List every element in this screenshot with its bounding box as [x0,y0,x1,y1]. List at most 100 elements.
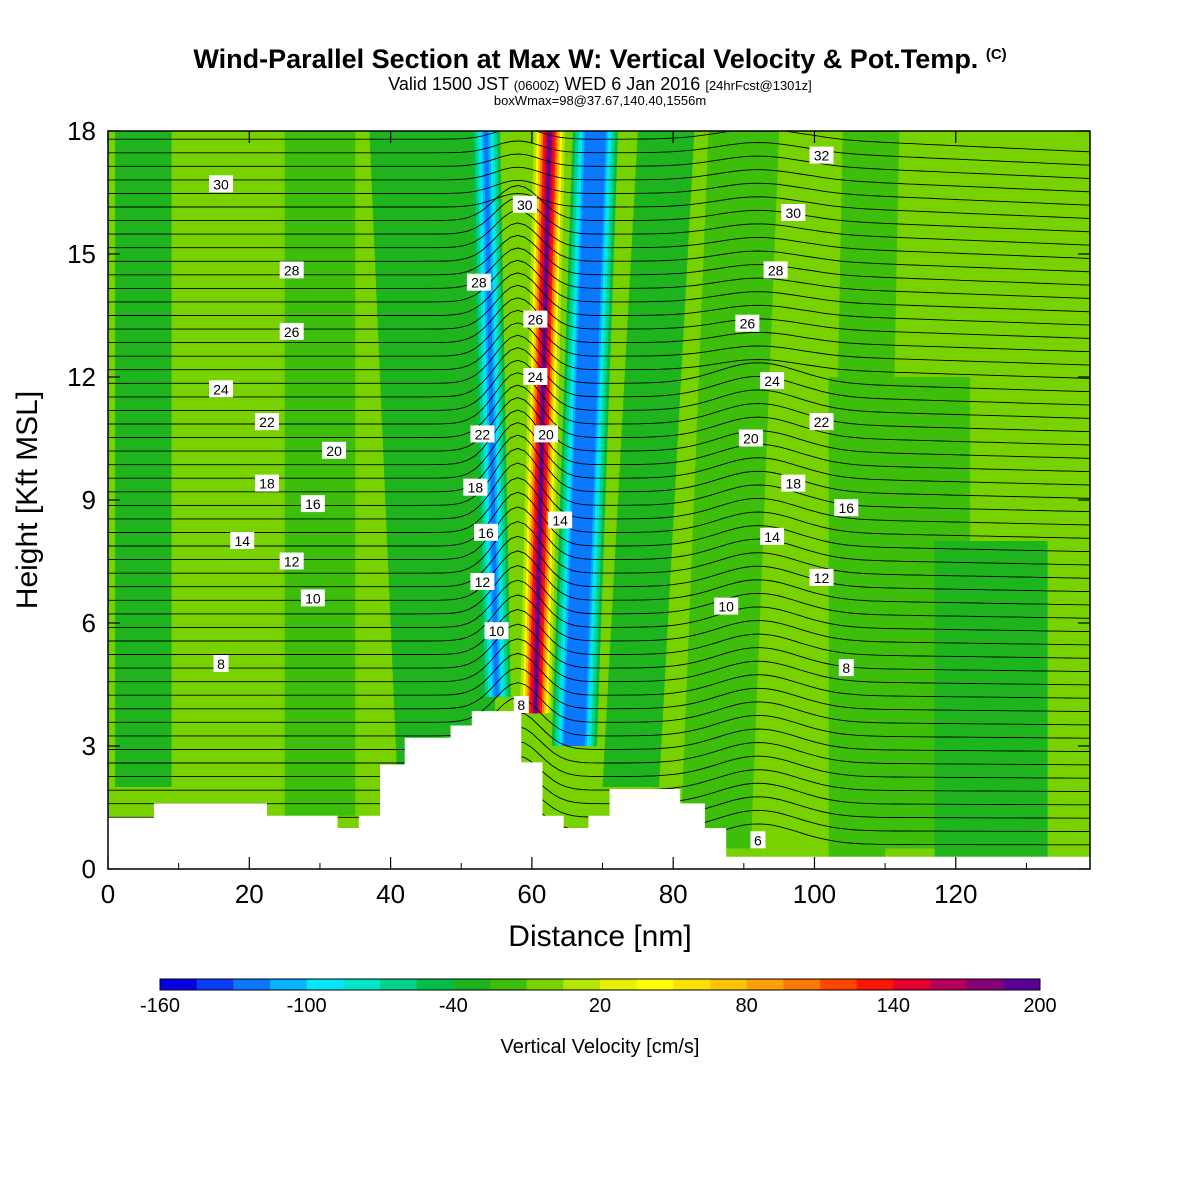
contour-label-box [513,696,529,713]
theta-contour-line [108,594,1090,646]
colorbar-swatch [233,979,271,990]
contour-label-box [838,659,854,677]
contour-label-box [209,380,234,398]
contour-label: 8 [213,655,229,672]
terrain-mask [108,711,1090,869]
contour-label: 30 [512,195,537,213]
valid-day: WED 6 Jan 2016 [564,74,701,94]
theta-contours [108,131,1090,846]
contour-label-box [760,372,785,390]
y-tick-label: 12 [67,362,96,392]
theta-contour-line [108,309,1090,366]
velocity-band-2-5 [563,131,607,746]
contour-label-box [735,314,760,332]
contour-label-box [750,831,766,849]
contour-label-box [809,146,834,164]
contour-label: 22 [809,413,834,431]
contour-label: 20 [738,429,763,447]
contour-label: 8 [838,659,854,677]
x-tick-label: 0 [101,879,115,909]
contour-label-box [470,573,495,590]
theta-contour-line [108,397,1090,459]
theta-contour-line [108,166,1090,193]
contour-label-text: 10 [489,623,505,639]
contour-label: 28 [279,261,304,279]
contour-label-box [484,622,509,640]
velocity-band-green-7 [934,541,1048,857]
contour-label: 16 [473,523,498,541]
valid-time: Valid 1500 JST (0600Z) WED 6 Jan 2016 [2… [0,74,1200,95]
contour-label-box [523,368,548,385]
colorbar-swatch [380,979,418,990]
contour-label-text: 26 [528,312,544,328]
contour-label: 14 [548,511,573,529]
contour-label-box [209,175,234,193]
theta-contour-line [108,477,1090,539]
contour-label-box [760,527,785,545]
contour-label-box [809,413,834,431]
contour-label-text: 20 [326,443,342,459]
contour-label-box [512,195,537,213]
contour-label-text: 32 [814,148,830,164]
theta-contour-line [108,347,1090,406]
contour-label: 14 [760,527,785,545]
x-tick-label: 100 [793,879,836,909]
valid-forecast: [24hrFcst@1301z] [705,78,812,93]
contour-label-box [738,429,763,447]
contour-label: 30 [209,175,234,193]
contour-label-box [523,310,548,328]
theta-contour-line [108,462,1090,526]
colorbar-swatch [966,979,1004,990]
contour-label: 20 [534,425,559,443]
contour-label: 22 [470,425,495,443]
chart-title: Wind-Parallel Section at Max W: Vertical… [0,44,1200,75]
contour-label-box [322,441,347,459]
contour-label-box [834,499,859,517]
contour-label-box [300,495,325,513]
contour-label-text: 8 [842,660,850,676]
contour-label: 24 [523,368,548,385]
colorbar-tick-label: 80 [736,995,758,1017]
theta-contour-line [108,521,1090,579]
theta-contour-line [108,197,1090,246]
contour-label: 24 [209,380,234,398]
valid-utc: (0600Z) [513,78,560,93]
y-tick-label: 6 [82,608,96,638]
contour-label-text: 18 [468,480,484,496]
contour-label: 32 [809,146,834,164]
colorbar-swatch [160,979,198,990]
contour-label: 26 [523,310,548,328]
contour-label-text: 28 [471,275,487,291]
theta-contour-line [108,284,1090,339]
contour-label-text: 24 [213,381,229,397]
box-wmax-info: boxWmax=98@37.67,140.40,1556m [493,93,707,108]
contour-label: 16 [300,495,325,513]
theta-contour-line [108,210,1090,259]
colorbar-tick-label: 20 [589,995,611,1017]
contour-label: 28 [763,261,788,279]
contour-label: 10 [300,589,325,607]
contour-label: 10 [484,622,509,640]
contour-label-box [534,425,559,443]
colorbar-tick-label: 140 [877,995,910,1017]
contour-label-box [714,597,739,615]
contour-label-text: 14 [764,529,780,545]
colorbar-frame [159,978,1041,991]
colorbar-swatch [783,979,821,990]
colorbar-tick-label: -160 [140,995,180,1017]
contour-label-box [300,589,325,607]
theta-contour-line [108,259,1090,313]
contour-label-text: 20 [743,431,759,447]
x-tick-label: 60 [517,879,546,909]
theta-contour-line [108,359,1090,419]
x-tick-label: 40 [376,879,405,909]
contour-label-text: 22 [814,414,830,430]
contour-label-text: 12 [814,570,830,586]
contour-label-text: 26 [740,316,756,332]
contour-label-box [781,474,806,492]
contour-label-text: 30 [517,197,533,213]
theta-contour-line [108,322,1090,379]
contour-label-box [279,552,304,570]
y-tick-label: 9 [82,485,96,515]
